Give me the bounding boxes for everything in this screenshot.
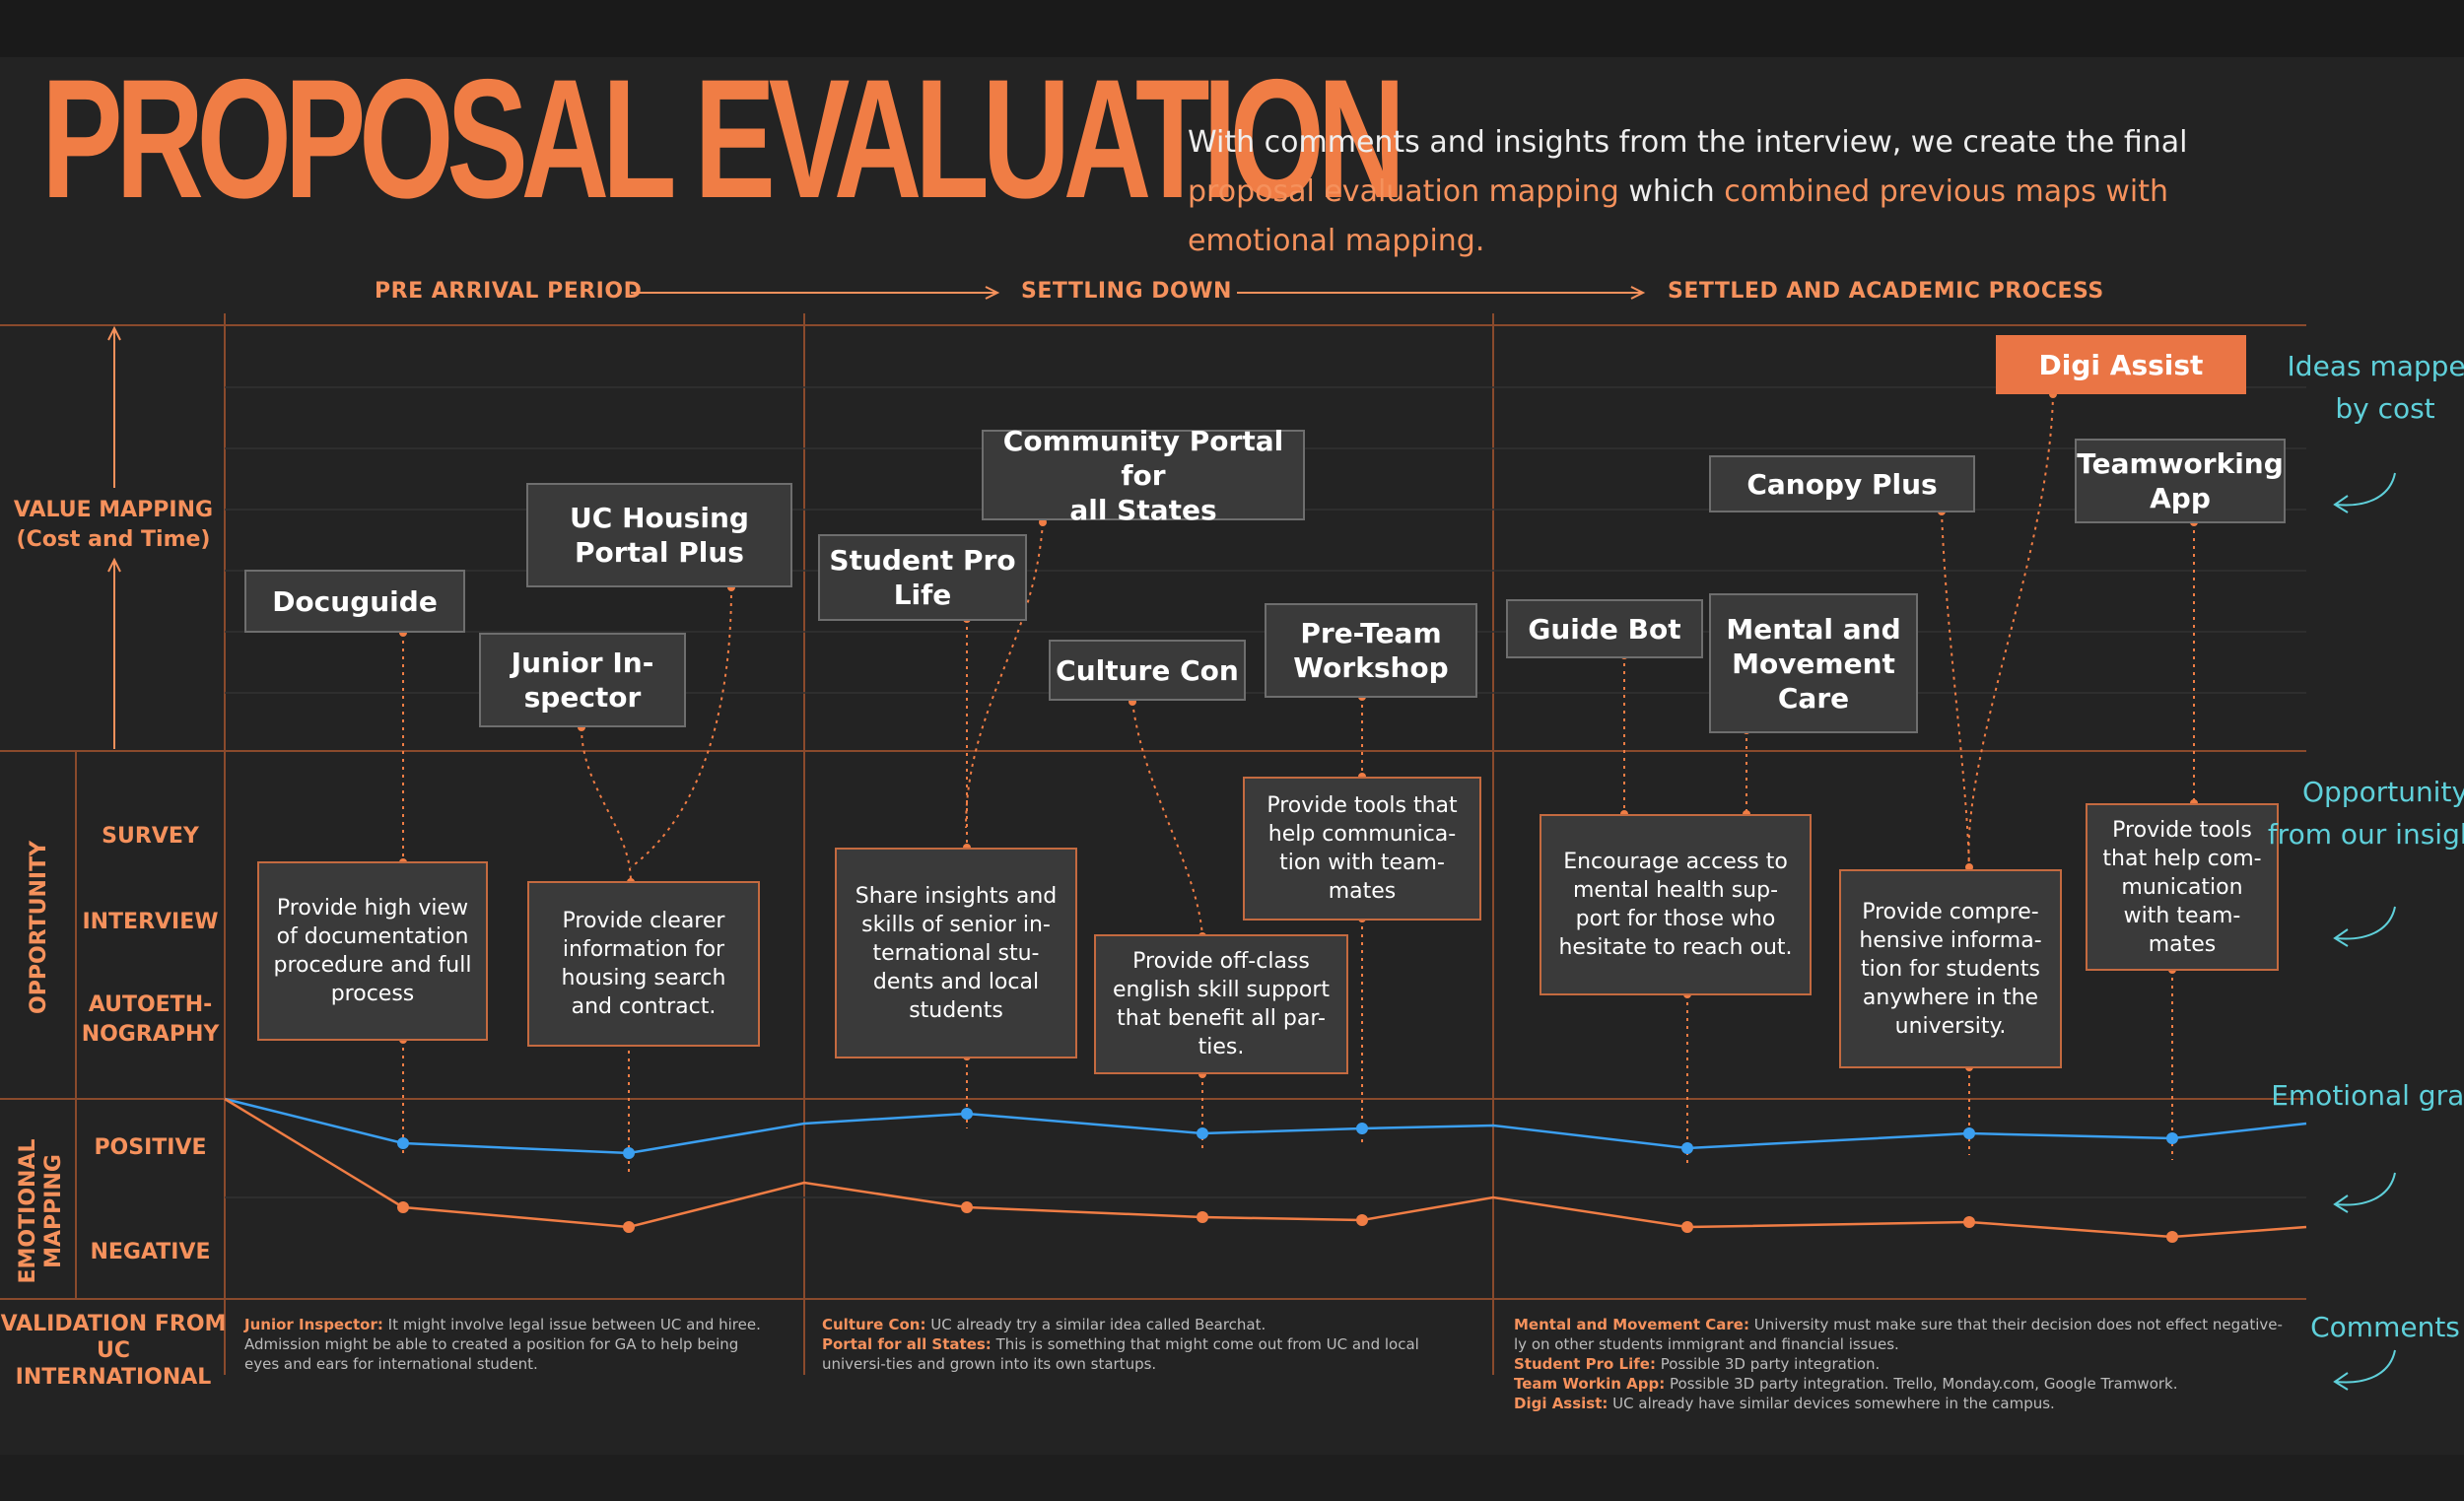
intro-text: With comments and insights from the inte…	[1188, 125, 2188, 258]
idea-culture-con: Culture Con	[1049, 640, 1246, 701]
idea-mental-movement-care: Mental and Movement Care	[1709, 593, 1918, 733]
comment-culture-portal: Culture Con: UC already try a similar id…	[822, 1316, 1419, 1373]
comment-junior-inspector: Junior Inspector: It might involve legal…	[244, 1316, 761, 1373]
emotional-point-0-5	[1197, 1127, 1208, 1139]
idea-community-portal: Community Portal for all States	[982, 425, 1305, 526]
opportunity-comprehensive-info: Provide compre-hensive informa-tion for …	[1839, 869, 2062, 1068]
idea-teamworking-app: Teamworking App	[2075, 439, 2286, 523]
emotional-point-0-6	[1356, 1123, 1368, 1134]
idea-pre-team-workshop: Pre-Team Workshop	[1265, 603, 1477, 698]
opportunity-teammates-tools: Provide tools that help com-munication w…	[2086, 803, 2279, 971]
idea-digi-assist: Digi Assist	[1996, 335, 2246, 394]
idea-canopy-plus: Canopy Plus	[1709, 455, 1975, 512]
emotional-point-1-2	[623, 1221, 635, 1233]
row-label-positive: POSITIVE	[94, 1135, 207, 1160]
top-strip	[0, 0, 2464, 57]
emotional-point-0-4	[961, 1108, 973, 1120]
row-label-opportunity: OPPORTUNITY	[27, 840, 51, 1014]
emotional-point-0-10	[2166, 1132, 2178, 1144]
comment-settled-ideas: Mental and Movement Care: University mus…	[1514, 1316, 2283, 1412]
row-label-survey: SURVEY	[102, 824, 199, 849]
opportunity-english-skill: Provide off-class english skill support …	[1094, 934, 1348, 1074]
emotional-point-1-10	[2166, 1231, 2178, 1243]
row-label-interview: INTERVIEW	[82, 910, 219, 934]
opportunity-mental-health: Encourage access to mental health sup-po…	[1540, 814, 1812, 995]
emotional-point-0-8	[1681, 1142, 1693, 1154]
side-note-emotional: Emotional graph	[2271, 1079, 2464, 1112]
emotional-point-1-1	[397, 1201, 409, 1213]
opportunity-documentation: Provide high view of documentation proce…	[257, 861, 488, 1041]
poster-background	[0, 57, 2464, 1455]
side-note-ideas: Ideas mapped by cost	[2287, 350, 2464, 425]
row-label-negative: NEGATIVE	[90, 1240, 211, 1264]
opportunity-team-communication: Provide tools that help communica-tion w…	[1243, 777, 1481, 921]
row-label-validation: VALIDATION FROM UC INTERNATIONAL	[0, 1312, 227, 1390]
idea-guide-bot: Guide Bot	[1506, 599, 1703, 658]
opportunity-senior-insights: Share insights and skills of senior in-t…	[835, 848, 1077, 1058]
side-note-opportunity: Opportunity from our insights	[2267, 776, 2464, 851]
idea-student-pro-life: Student Pro Life	[818, 534, 1027, 621]
emotional-series-line-0	[224, 1097, 2307, 1155]
emotional-point-1-4	[961, 1201, 973, 1213]
idea-docuguide: Docuguide	[244, 570, 465, 633]
emotional-series-line-1	[224, 1097, 2307, 1239]
row-label-autoethnography: AUTOETH- NOGRAPHY	[81, 992, 220, 1047]
emotional-point-0-9	[1963, 1127, 1975, 1139]
phase-pre-arrival: PRE ARRIVAL PERIOD	[375, 279, 643, 304]
emotional-point-0-1	[397, 1137, 409, 1149]
phase-settled-academic: SETTLED AND ACADEMIC PROCESS	[1668, 279, 2104, 304]
page-title: PROPOSAL EVALUATION	[41, 44, 1405, 234]
emotional-point-1-8	[1681, 1221, 1693, 1233]
emotional-point-1-5	[1197, 1211, 1208, 1223]
opportunity-housing: Provide clearer information for housing …	[527, 881, 760, 1047]
emotional-point-1-9	[1963, 1216, 1975, 1228]
emotional-point-1-6	[1356, 1214, 1368, 1226]
row-label-emotional-mapping: EMOTIONAL MAPPING	[16, 1138, 66, 1284]
side-note-comments: Comments	[2310, 1311, 2460, 1343]
idea-junior-inspector: Junior In-spector	[479, 633, 686, 727]
phase-settling-down: SETTLING DOWN	[1021, 279, 1232, 304]
row-label-value-mapping: VALUE MAPPING (Cost and Time)	[13, 498, 214, 552]
idea-uc-housing-portal-plus: UC Housing Portal Plus	[526, 483, 792, 587]
emotional-point-0-2	[623, 1147, 635, 1159]
